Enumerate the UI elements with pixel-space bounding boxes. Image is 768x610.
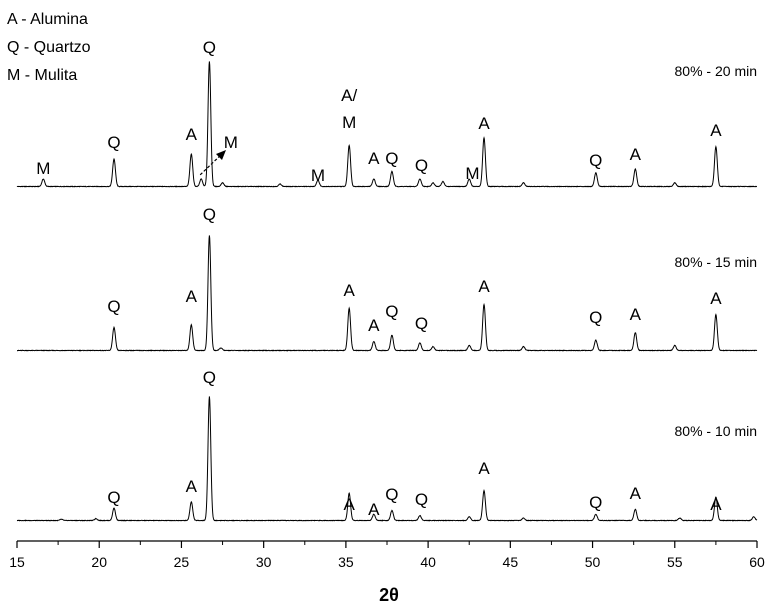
x-tick-label: 25 <box>174 554 190 570</box>
peak-label: A <box>630 484 642 503</box>
peak-label: Q <box>589 493 602 512</box>
peak-label: Q <box>589 151 602 170</box>
legend-entry-alumina: A - Alumina <box>7 11 88 28</box>
peak-label: M <box>36 159 50 178</box>
x-tick-label: 45 <box>503 554 519 570</box>
peak-label: A <box>710 495 722 514</box>
peak-label: Q <box>203 368 216 387</box>
mullite-pointer-arrowhead <box>216 150 226 160</box>
peak-label: Q <box>107 488 120 507</box>
peak-label: A <box>630 145 642 164</box>
x-tick-label: 40 <box>420 554 436 570</box>
peak-label: Q <box>385 485 398 504</box>
peak-label: Q <box>203 205 216 224</box>
xrd-pattern-line-15min <box>16 235 758 352</box>
peak-label: A <box>478 459 490 478</box>
x-tick-label: 50 <box>585 554 601 570</box>
peak-label: Q <box>385 149 398 168</box>
series-caption-20min: 80% - 20 min <box>675 63 757 79</box>
peak-label: Q <box>203 38 216 57</box>
x-axis: 15 20 25 30 35 40 45 50 55 60 <box>9 540 765 570</box>
series-caption-10min: 80% - 10 min <box>675 423 757 439</box>
peak-label: A <box>478 277 490 296</box>
x-tick-label: 60 <box>749 554 765 570</box>
peak-label: A <box>478 114 490 133</box>
peak-label: M <box>311 166 325 185</box>
x-tick-label: 35 <box>338 554 354 570</box>
peak-label: A <box>710 289 722 308</box>
x-axis-label: 2θ <box>379 585 399 605</box>
peak-label: Q <box>415 314 428 333</box>
peak-label: A <box>368 316 380 335</box>
peak-label: Q <box>589 308 602 327</box>
peak-label: A <box>710 121 722 140</box>
legend-entry-mulita: M - Mulita <box>7 67 77 84</box>
series-caption-15min: 80% - 15 min <box>675 254 757 270</box>
peak-label: Q <box>107 133 120 152</box>
peak-label: Q <box>385 302 398 321</box>
peak-label: A <box>186 287 198 306</box>
peak-label: A/ <box>341 86 357 105</box>
x-tick-label: 30 <box>256 554 272 570</box>
peak-label: Q <box>415 490 428 509</box>
peak-label: Q <box>107 297 120 316</box>
xrd-pattern-line-20min <box>16 61 758 188</box>
peak-label: A <box>630 305 642 324</box>
legend: A - Alumina Q - Quartzo M - Mulita <box>7 11 91 84</box>
peak-label: A <box>344 281 356 300</box>
x-tick-label: 20 <box>91 554 107 570</box>
peak-label: M <box>224 133 238 152</box>
xrd-pattern-line-10min <box>16 396 758 522</box>
peak-label: A <box>344 495 356 514</box>
legend-entry-quartzo: Q - Quartzo <box>7 39 91 56</box>
peak-label: M <box>342 113 356 132</box>
x-tick-label: 55 <box>667 554 683 570</box>
peak-label: A <box>186 477 198 496</box>
peak-label: M <box>465 164 479 183</box>
peak-label: A <box>186 125 198 144</box>
peak-label: Q <box>415 156 428 175</box>
peak-label: A <box>368 149 380 168</box>
x-tick-label: 15 <box>9 554 25 570</box>
peak-label: A <box>368 500 380 519</box>
